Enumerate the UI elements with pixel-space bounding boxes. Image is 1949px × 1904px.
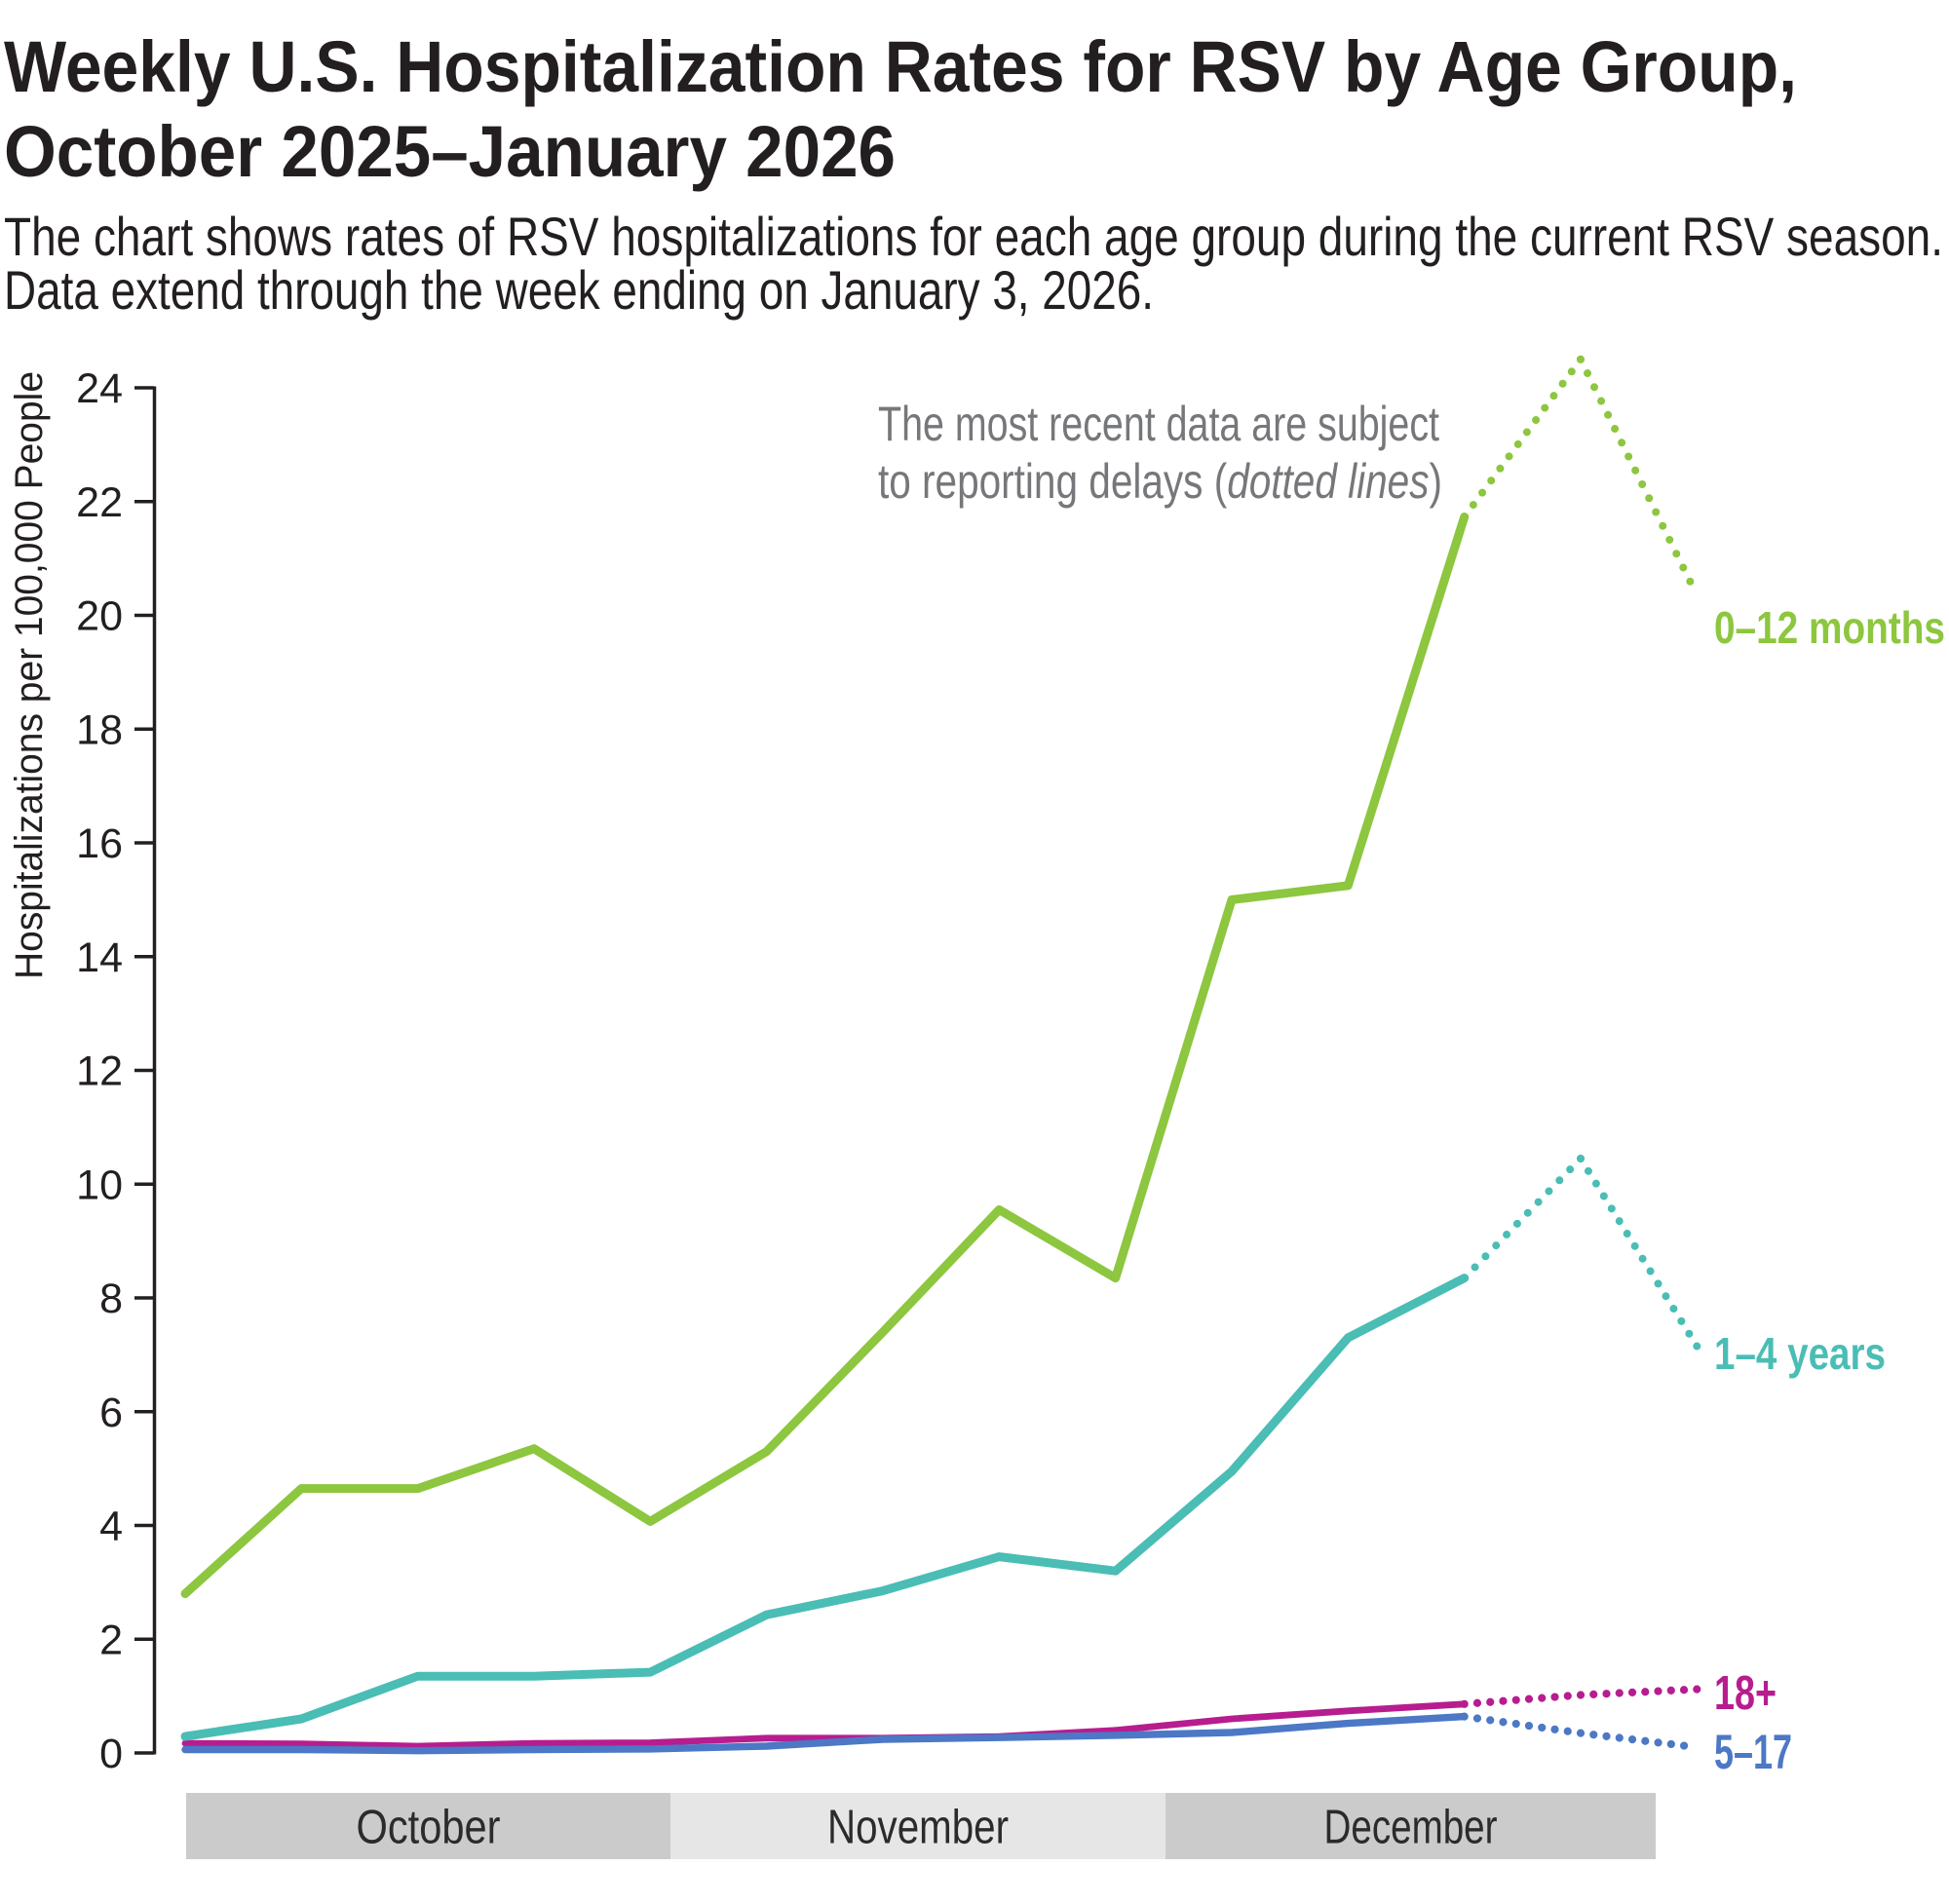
svg-text:24: 24 [76, 365, 123, 412]
svg-text:Data extend through the week e: Data extend through the week ending on J… [4, 259, 1154, 321]
svg-text:to reporting delays (dotted li: to reporting delays (dotted lines) [878, 454, 1442, 509]
svg-text:16: 16 [76, 820, 123, 867]
svg-text:October 2025–January 2026: October 2025–January 2026 [4, 111, 896, 192]
svg-text:5–17: 5–17 [1714, 1725, 1792, 1779]
svg-text:22: 22 [76, 479, 123, 526]
svg-text:12: 12 [76, 1048, 123, 1095]
svg-text:The most recent data are subje: The most recent data are subject [878, 397, 1439, 451]
svg-text:18+: 18+ [1714, 1667, 1777, 1720]
svg-text:0: 0 [99, 1731, 123, 1777]
svg-text:2: 2 [99, 1617, 123, 1663]
svg-text:20: 20 [76, 593, 123, 640]
svg-text:Weekly U.S. Hospitalization Ra: Weekly U.S. Hospitalization Rates for RS… [4, 26, 1797, 107]
svg-text:4: 4 [99, 1504, 123, 1550]
svg-text:The chart shows rates of RSV h: The chart shows rates of RSV hospitaliza… [4, 206, 1943, 267]
svg-text:8: 8 [99, 1276, 123, 1322]
svg-text:14: 14 [76, 934, 123, 981]
svg-text:November: November [827, 1802, 1009, 1854]
svg-text:18: 18 [76, 706, 123, 753]
svg-text:1–4 years: 1–4 years [1714, 1328, 1886, 1379]
svg-text:10: 10 [76, 1161, 123, 1208]
svg-text:October: October [357, 1802, 501, 1854]
svg-text:0–12 months: 0–12 months [1714, 602, 1945, 653]
svg-text:6: 6 [99, 1390, 123, 1436]
svg-text:December: December [1324, 1802, 1498, 1854]
svg-text:Hospitalizations per 100,000 P: Hospitalizations per 100,000 People [8, 371, 51, 979]
